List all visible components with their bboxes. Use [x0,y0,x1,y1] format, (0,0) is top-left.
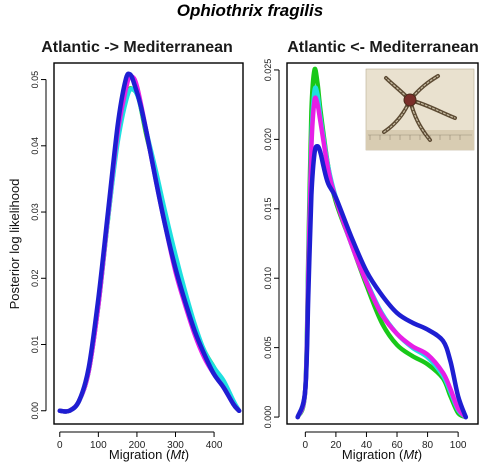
x-axis-label-left: Migration (Mt) [109,447,189,462]
y-axis-label: Posterior log likelihood [7,179,22,310]
panel-title-left: Atlantic -> Mediterranean [41,39,233,56]
y-tick-label: 0.020 [263,128,273,151]
y-tick-label: 0.015 [263,198,273,221]
x-tick-label: 200 [129,440,146,451]
y-tick-label: 0.01 [30,336,40,354]
plot-frame-left [53,62,244,425]
x-tick-label: 0 [303,440,309,451]
y-axis-right: 0.000 0.005 0.010 0.015 0.020 0.025 [263,59,280,429]
x-axis-right: 0 20 40 60 80 100 [303,431,467,451]
panel-title-right: Atlantic <- Mediterranean [287,39,479,56]
curves-right [295,66,469,420]
curves-left [57,71,242,414]
series-line-blue [295,144,469,420]
y-tick-label: 0.03 [30,203,40,221]
x-tick-label: 40 [361,440,373,451]
ruler [368,134,472,140]
panel-atlantic-to-mediterranean: Atlantic -> Mediterranean 0 100 200 300 400 … [7,39,244,462]
y-axis-left: 0.00 0.01 0.02 0.03 0.04 0.05 [30,71,47,420]
plot-frame-right [286,62,479,425]
x-tick-label: 100 [90,440,107,451]
x-tick-label: 300 [167,440,184,451]
x-tick-label: 400 [206,440,223,451]
brittle-star-photo [365,68,475,151]
y-tick-label: 0.04 [30,137,40,155]
x-tick-label: 60 [391,440,403,451]
figure-title: Ophiothrix fragilis [177,1,323,20]
y-tick-label: 0.05 [30,71,40,89]
x-tick-label: 0 [57,440,63,451]
series-line-blue [57,71,242,414]
y-tick-label: 0.00 [30,402,40,420]
x-axis-left: 0 100 200 300 400 [57,431,223,451]
x-axis-label-right: Migration (Mt) [342,447,422,462]
y-tick-label: 0.025 [263,59,273,82]
x-tick-label: 20 [330,440,342,451]
x-tick-label: 100 [450,440,467,451]
y-tick-label: 0.000 [263,406,273,429]
y-tick-label: 0.005 [263,336,273,359]
y-tick-label: 0.02 [30,270,40,288]
brittle-star-icon [382,74,457,142]
panel-mediterranean-to-atlantic: Atlantic <- Mediterranean 0 20 40 60 80 100 0… [263,39,479,462]
y-tick-label: 0.010 [263,267,273,290]
x-tick-label: 80 [422,440,434,451]
